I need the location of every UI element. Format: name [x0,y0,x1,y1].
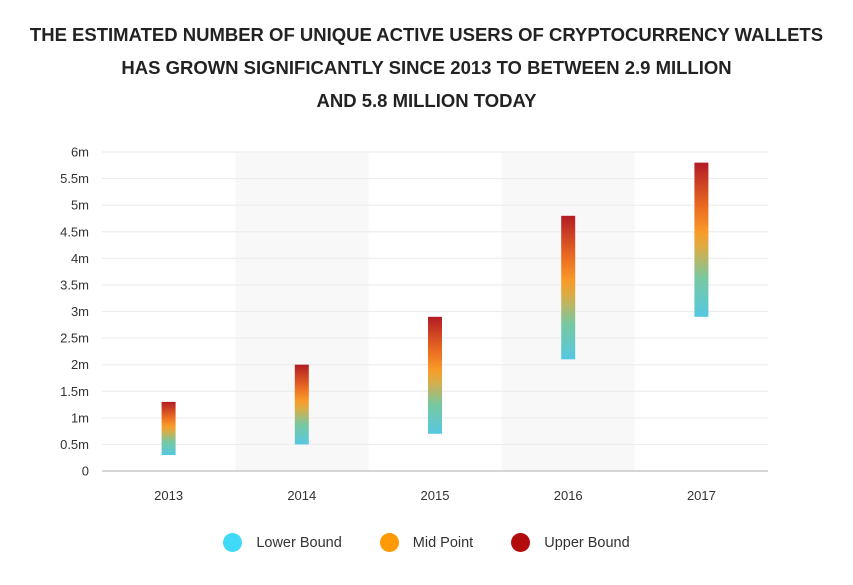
range-bar-2014 [294,364,309,445]
legend-item-mid-point[interactable]: Mid Point [379,533,474,552]
legend-label: Mid Point [412,534,474,551]
legend-label: Lower Bound [256,534,342,551]
x-tick-label: 2014 [287,488,316,503]
y-tick-label: 0 [82,464,89,479]
y-tick-label: 5m [71,198,89,213]
y-tick-label: 5.5m [60,171,89,186]
legend-item-lower-bound[interactable]: Lower Bound [223,533,342,552]
y-tick-label: 3m [71,304,89,319]
y-tick-label: 4.5m [60,224,89,239]
y-tick-label: 0.5m [60,437,89,452]
range-bar-2016 [561,215,576,360]
range-bar-2013 [161,401,176,456]
chart-title: THE ESTIMATED NUMBER OF UNIQUE ACTIVE US… [0,18,853,117]
y-tick-label: 2.5m [60,331,89,346]
x-tick-label: 2013 [154,488,183,503]
title-line: THE ESTIMATED NUMBER OF UNIQUE ACTIVE US… [29,24,824,45]
legend-label: Upper Bound [544,534,630,551]
y-tick-label: 2m [71,357,89,372]
x-tick-label: 2017 [687,488,716,503]
range-bar-2015 [428,316,442,434]
legend-dot-icon [223,533,243,552]
range-bar-2017 [694,162,709,317]
title-line: AND 5.8 MILLION TODAY [316,90,537,111]
y-tick-label: 1.5m [60,384,89,399]
x-tick-label: 2016 [554,488,583,503]
y-tick-label: 4m [71,251,89,266]
legend-dot-icon [511,533,531,552]
y-tick-label: 6m [71,145,89,160]
legend: Lower Bound Mid Point Upper Bound [0,533,853,552]
x-tick-label: 2015 [421,488,450,503]
y-tick-label: 1m [71,410,89,425]
legend-item-upper-bound[interactable]: Upper Bound [511,533,630,552]
legend-dot-icon [379,533,399,552]
y-tick-label: 3.5m [60,277,89,292]
title-line: HAS GROWN SIGNIFICANTLY SINCE 2013 TO BE… [121,57,732,78]
